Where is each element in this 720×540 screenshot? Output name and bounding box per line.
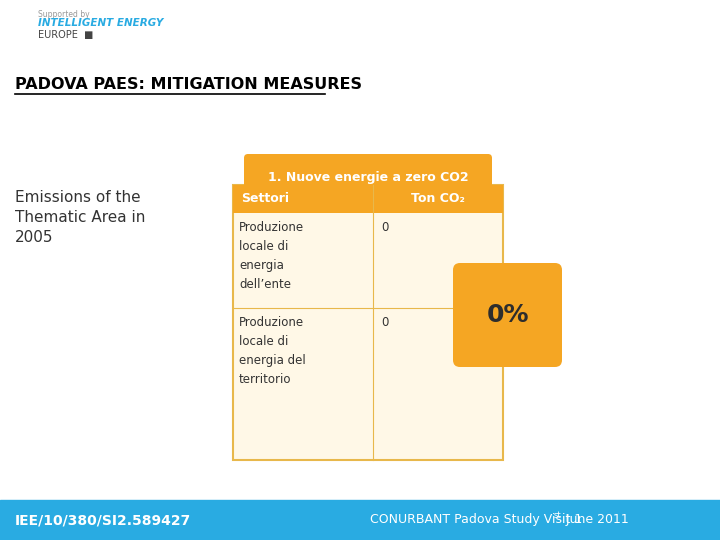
Text: locale di: locale di (239, 240, 289, 253)
Text: Produzione: Produzione (239, 221, 304, 234)
Text: Thematic Area in: Thematic Area in (15, 210, 145, 225)
Bar (233, 185, 503, 213)
Text: 2005: 2005 (15, 230, 53, 245)
FancyBboxPatch shape (453, 263, 562, 367)
Text: 1. Nuove energie a zero CO2: 1. Nuove energie a zero CO2 (268, 171, 468, 184)
Text: 0: 0 (381, 221, 388, 234)
Text: INTELLIGENT ENERGY: INTELLIGENT ENERGY (38, 18, 163, 28)
Text: locale di: locale di (239, 335, 289, 348)
FancyBboxPatch shape (244, 154, 492, 200)
Bar (0, 500, 720, 540)
Text: Supported by: Supported by (38, 10, 89, 19)
Text: 0%: 0% (486, 303, 528, 327)
Text: IEE/10/380/SI2.589427: IEE/10/380/SI2.589427 (15, 513, 192, 527)
Text: Ton CO₂: Ton CO₂ (411, 192, 465, 206)
Text: territorio: territorio (239, 373, 292, 386)
Text: June 2011: June 2011 (562, 514, 629, 526)
Text: PADOVA PAES: MITIGATION MEASURES: PADOVA PAES: MITIGATION MEASURES (15, 77, 362, 92)
Text: 0: 0 (381, 316, 388, 329)
Text: dell’ente: dell’ente (239, 278, 291, 291)
Text: EUROPE  ■: EUROPE ■ (38, 30, 94, 40)
Text: st: st (554, 510, 562, 519)
Bar (233, 185, 503, 460)
Text: energia del: energia del (239, 354, 306, 367)
Text: energia: energia (239, 259, 284, 272)
Text: CONURBANT Padova Study Visit 1: CONURBANT Padova Study Visit 1 (370, 514, 582, 526)
Text: Settori: Settori (241, 192, 289, 206)
Text: Emissions of the: Emissions of the (15, 190, 140, 205)
Text: Produzione: Produzione (239, 316, 304, 329)
